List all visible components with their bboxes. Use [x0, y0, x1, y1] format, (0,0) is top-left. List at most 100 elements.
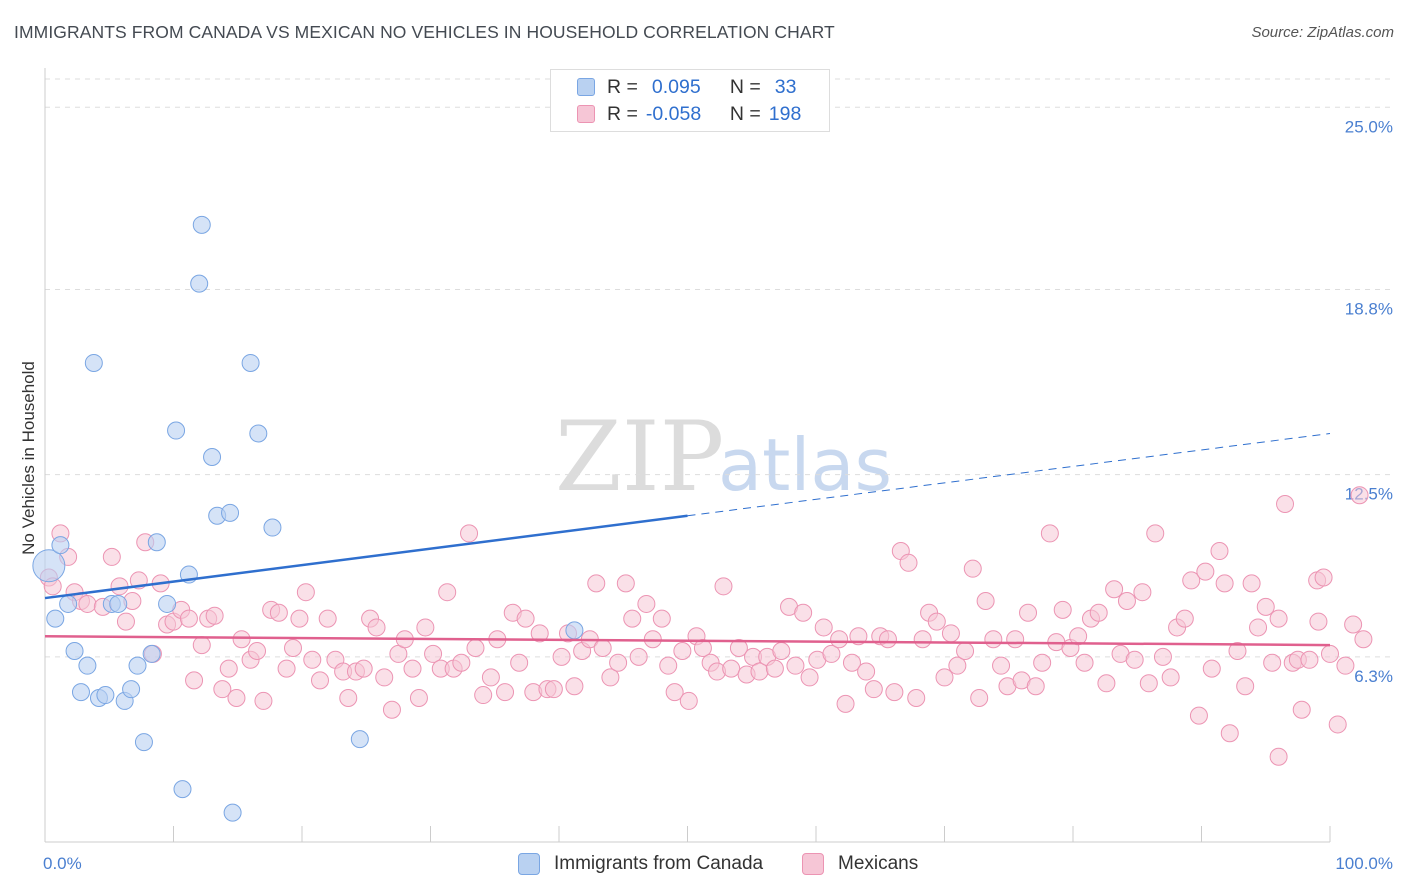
y-tick-label: 6.3%	[1354, 667, 1393, 686]
canada-point	[167, 421, 186, 440]
mexicans-point	[552, 647, 571, 666]
mexicans-point	[179, 609, 198, 628]
legend-row-canada: R = 0.095 N = 33	[577, 74, 796, 100]
canada-point	[122, 680, 141, 699]
mexicans-point	[1336, 656, 1355, 675]
canada-point	[350, 730, 369, 749]
mexicans-point	[1236, 677, 1255, 696]
mexicans-point	[1069, 627, 1088, 646]
mexicans-point	[416, 618, 435, 637]
mexicans-point	[963, 559, 982, 578]
mexicans-point	[601, 668, 620, 687]
mexicans-point	[786, 656, 805, 675]
mexicans-point	[303, 650, 322, 669]
y-tick-label: 25.0%	[1345, 117, 1393, 136]
mexicans-point	[1175, 609, 1194, 628]
canada-point	[158, 594, 177, 613]
x-tick-labels: 0.0% 100.0%	[43, 854, 1393, 873]
mexicans-point	[1026, 677, 1045, 696]
mexicans-point	[992, 656, 1011, 675]
canada-point	[71, 683, 90, 702]
legend-swatch-mexicans	[577, 105, 595, 123]
canada-point	[84, 353, 103, 372]
mexicans-point	[794, 603, 813, 622]
mexicans-point	[1196, 562, 1215, 581]
canada-points	[32, 215, 584, 822]
canada-point	[128, 656, 147, 675]
legend-r-value: 0.095	[651, 75, 701, 98]
mexicans-point	[565, 677, 584, 696]
mexicans-point	[1189, 706, 1208, 725]
chart-title: IMMIGRANTS FROM CANADA VS MEXICAN NO VEH…	[14, 22, 835, 42]
mexicans-point	[1146, 524, 1165, 543]
legend-n-value: 33	[774, 75, 797, 98]
canada-point	[192, 215, 211, 234]
mexicans-point	[290, 609, 309, 628]
mexicans-point	[849, 627, 868, 646]
mexicans-point	[1133, 583, 1152, 602]
mexicans-point	[192, 636, 211, 655]
mexicans-point	[277, 659, 296, 678]
mexicans-point	[1300, 650, 1319, 669]
mexicans-point	[1314, 568, 1333, 587]
mexicans-point	[213, 680, 232, 699]
mexicans-point	[1019, 603, 1038, 622]
mexicans-point	[1202, 659, 1221, 678]
mexicans-point	[1249, 618, 1268, 637]
mexicans-point	[693, 639, 712, 658]
mexicans-point	[593, 639, 612, 658]
mexicans-point	[842, 653, 861, 672]
mexicans-point	[185, 671, 204, 690]
legend-n-label: N =	[729, 102, 761, 125]
legend-r-label: R =	[607, 102, 638, 125]
mexicans-point	[941, 624, 960, 643]
mexicans-point	[1125, 650, 1144, 669]
mexicans-point	[673, 641, 692, 660]
canada-point	[134, 733, 153, 752]
mexicans-points	[39, 486, 1373, 766]
canada-point	[203, 448, 222, 466]
canada-point	[32, 549, 66, 583]
mexicans-point	[530, 624, 549, 643]
canada-point	[221, 503, 240, 522]
mexicans-point	[510, 653, 529, 672]
mexicans-point	[659, 656, 678, 675]
mexicans-point	[382, 700, 401, 719]
watermark-atlas: atlas	[718, 423, 892, 507]
x-tick-label: 0.0%	[43, 854, 82, 873]
canada-point	[59, 594, 78, 613]
mexicans-point	[1292, 700, 1311, 719]
mexicans-point	[772, 641, 791, 660]
mexicans-point	[219, 659, 238, 678]
mexicans-point	[899, 553, 918, 572]
mexicans-point	[78, 594, 97, 613]
canada-point	[147, 533, 166, 552]
mexicans-point	[1153, 647, 1172, 666]
mexicans-point	[629, 647, 648, 666]
mexicans-point	[1350, 486, 1369, 505]
mexicans-trend-line	[44, 635, 1331, 647]
mexicans-point	[205, 606, 224, 625]
y-axis-label: No Vehicles in Household	[19, 361, 38, 555]
canada-trend-extension	[687, 432, 1331, 517]
mexicans-point	[254, 691, 273, 710]
watermark: ZIP atlas	[555, 401, 892, 513]
mexicans-point	[1328, 715, 1347, 734]
legend-row-mexicans: R = -0.058 N = 198	[577, 101, 801, 127]
mexicans-point	[830, 630, 849, 649]
series-legend-canada: Immigrants from Canada	[518, 851, 763, 877]
mexicans-point	[637, 594, 656, 613]
series-label-mexicans: Mexicans	[838, 853, 919, 874]
axes	[44, 68, 1331, 843]
mexicans-point	[1309, 612, 1328, 631]
mexicans-point	[652, 609, 671, 628]
mexicans-point	[116, 612, 135, 631]
legend-n-value: 198	[768, 102, 802, 125]
mexicans-point	[481, 668, 500, 687]
mexicans-point	[318, 609, 337, 628]
mexicans-point	[1269, 747, 1288, 766]
mexicans-point	[616, 574, 635, 593]
source-label: Source: ZipAtlas.com	[1251, 24, 1394, 41]
mexicans-point	[1276, 495, 1295, 514]
mexicans-point	[1210, 542, 1229, 561]
